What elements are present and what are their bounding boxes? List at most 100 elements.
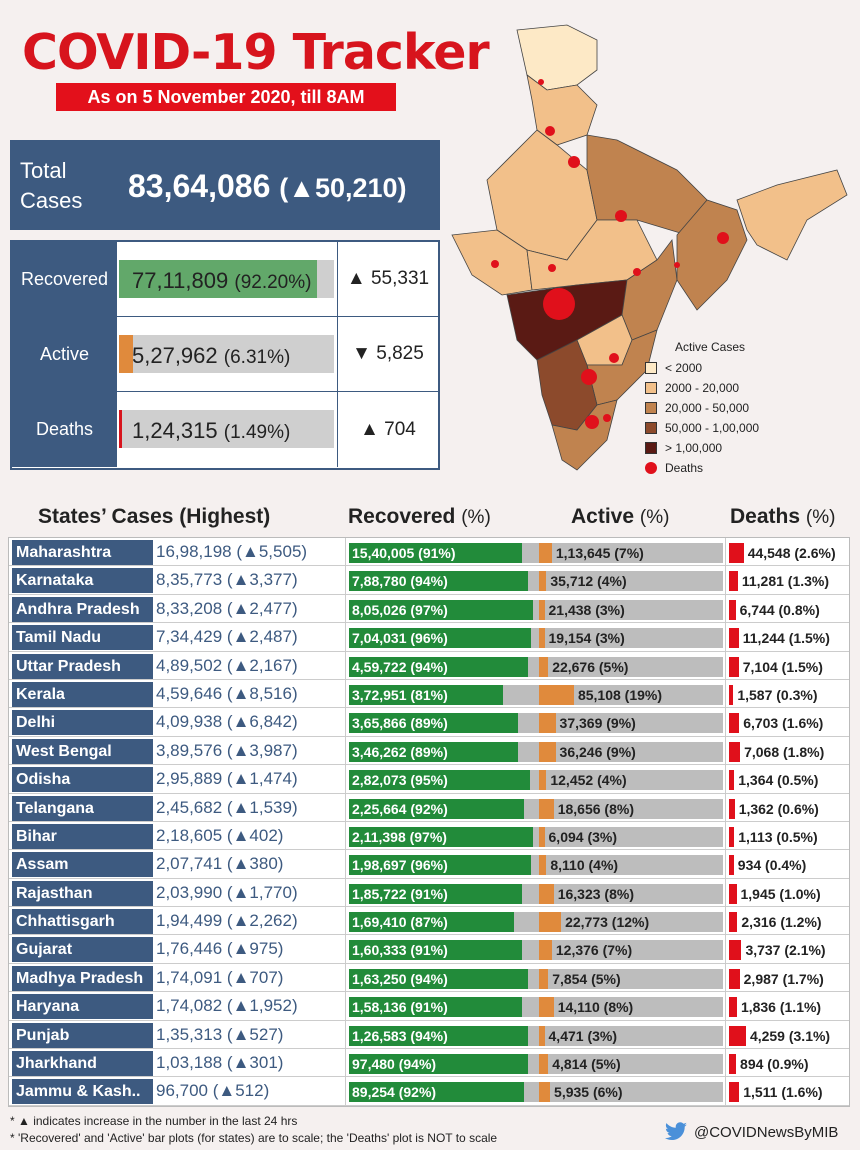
active-bar-fill bbox=[539, 968, 549, 989]
deaths-bar bbox=[729, 968, 740, 989]
column-separator bbox=[725, 651, 726, 679]
recovered-bar-fill bbox=[349, 741, 519, 762]
recovered-label: 2,11,398 (97%) bbox=[352, 828, 447, 845]
table-row: Delhi 4,09,938 (▲6,842) 3,65,866 (89%) 37,3… bbox=[9, 708, 849, 737]
legend-item-label: 20,000 - 50,000 bbox=[665, 401, 750, 415]
recovered-bar-fill bbox=[349, 656, 528, 677]
deaths-label: 1,364 (0.5%) bbox=[738, 772, 819, 789]
deaths-bar bbox=[729, 543, 744, 563]
summary-label: Recovered bbox=[12, 242, 117, 316]
legend-deaths-label: Deaths bbox=[665, 461, 704, 475]
recovered-bar-fill bbox=[349, 684, 503, 705]
active-bar bbox=[539, 713, 723, 734]
active-bar-fill bbox=[539, 713, 556, 734]
recovered-bar bbox=[349, 1082, 539, 1103]
recovered-bar bbox=[349, 713, 539, 734]
state-cases-delta: ▲1,952 bbox=[232, 996, 292, 1016]
state-name: Maharashtra bbox=[12, 540, 153, 565]
column-separator bbox=[725, 765, 726, 793]
header-recovered: Recovered (%) bbox=[348, 505, 491, 529]
active-bar-fill bbox=[539, 543, 552, 563]
state-cases: 2,07,741 (▲380) bbox=[156, 850, 346, 878]
state-name: West Bengal bbox=[12, 738, 153, 764]
active-label: 4,471 (3%) bbox=[548, 1027, 617, 1044]
legend-item-deaths: Deaths bbox=[645, 458, 759, 478]
state-name: Uttar Pradesh bbox=[12, 653, 153, 679]
table-row: Odisha 2,95,889 (▲1,474) 2,82,073 (95%) 12,… bbox=[9, 765, 849, 794]
column-separator bbox=[725, 992, 726, 1020]
recovered-label: 4,59,722 (94%) bbox=[352, 658, 448, 675]
state-name: Jharkhand bbox=[12, 1051, 153, 1077]
recovered-bar bbox=[349, 883, 539, 904]
column-separator bbox=[725, 1077, 726, 1105]
deaths-bar bbox=[729, 1054, 737, 1075]
recovered-label: 1,26,583 (94%) bbox=[352, 1027, 448, 1044]
state-name: Jammu & Kash.. bbox=[12, 1079, 153, 1105]
summary-pct: (92.20%) bbox=[234, 272, 312, 293]
header-active-pct: (%) bbox=[639, 507, 670, 528]
summary-bar bbox=[119, 335, 334, 373]
twitter-handle[interactable]: @COVIDNewsByMIB bbox=[664, 1122, 838, 1142]
recovered-bar-fill bbox=[349, 628, 532, 649]
table-row: Karnataka 8,35,773 (▲3,377) 7,88,780 (94%)… bbox=[9, 566, 849, 595]
state-cases-delta: ▲527 bbox=[232, 1024, 278, 1044]
recovered-bar-fill bbox=[349, 543, 522, 563]
total-cases-value: 83,64,086 (▲50,210) bbox=[128, 168, 407, 205]
recovered-bar-fill bbox=[349, 599, 534, 620]
legend-swatch bbox=[645, 382, 657, 394]
state-cases-value: 4,09,938 bbox=[156, 712, 223, 732]
active-label: 35,712 (4%) bbox=[550, 573, 627, 590]
state-name: Assam bbox=[12, 852, 153, 878]
state-cases: 16,98,198 (▲5,505) bbox=[156, 538, 346, 566]
total-cases-delta: (▲50,210) bbox=[279, 173, 407, 203]
recovered-label: 1,69,410 (87%) bbox=[352, 914, 448, 931]
active-label: 7,854 (5%) bbox=[552, 970, 621, 987]
recovered-bar bbox=[349, 798, 539, 819]
active-bar bbox=[539, 826, 723, 847]
active-bar bbox=[539, 599, 723, 620]
state-cases-delta: ▲975 bbox=[232, 939, 278, 959]
recovered-bar-fill bbox=[349, 571, 528, 592]
deaths-label: 3,737 (2.1%) bbox=[745, 942, 826, 959]
active-label: 12,376 (7%) bbox=[555, 942, 633, 959]
state-cases-delta: ▲3,987 bbox=[232, 740, 292, 760]
header-deaths-label: Deaths bbox=[730, 505, 801, 528]
active-label: 5,935 (6%) bbox=[554, 1084, 623, 1101]
state-cases: 4,09,938 (▲6,842) bbox=[156, 708, 346, 736]
state-cases-delta: ▲2,477 bbox=[232, 598, 292, 618]
state-cases-value: 2,03,990 bbox=[156, 882, 223, 902]
column-separator bbox=[725, 623, 726, 651]
table-row: Assam 2,07,741 (▲380) 1,98,697 (96%) 8,110 … bbox=[9, 850, 849, 879]
legend-item-label: < 2000 bbox=[665, 361, 703, 375]
table-row: Uttar Pradesh 4,89,502 (▲2,167) 4,59,722 (… bbox=[9, 651, 849, 680]
recovered-bar-fill bbox=[349, 770, 530, 791]
deaths-label: 44,548 (2.6%) bbox=[747, 545, 836, 561]
column-separator bbox=[725, 538, 726, 566]
active-bar bbox=[539, 997, 723, 1018]
legend-item-label: 50,000 - 1,00,000 bbox=[665, 421, 760, 435]
recovered-label: 1,98,697 (96%) bbox=[352, 857, 448, 874]
state-cases-value: 7,34,429 bbox=[156, 627, 223, 647]
active-label: 16,323 (8%) bbox=[557, 885, 634, 902]
summary-bar bbox=[119, 260, 334, 298]
recovered-label: 3,72,951 (81%) bbox=[352, 686, 448, 703]
state-name: Rajasthan bbox=[12, 880, 153, 906]
active-label: 22,676 (5%) bbox=[552, 658, 629, 675]
state-cases-value: 1,74,082 bbox=[156, 996, 223, 1016]
table-row: Punjab 1,35,313 (▲527) 1,26,583 (94%) 4,471… bbox=[9, 1020, 849, 1050]
recovered-bar bbox=[349, 1025, 539, 1046]
recovered-bar-fill bbox=[349, 798, 524, 819]
state-name: Madhya Pradesh bbox=[12, 965, 153, 991]
summary-label: Active bbox=[12, 317, 117, 391]
page-title: COVID-19 Tracker bbox=[22, 24, 490, 81]
active-label: 22,773 (12%) bbox=[565, 914, 650, 931]
active-bar-fill bbox=[539, 770, 547, 791]
active-bar bbox=[539, 1082, 723, 1103]
state-cases: 4,89,502 (▲2,167) bbox=[156, 651, 346, 679]
summary-pct: (1.49%) bbox=[223, 422, 291, 443]
state-cases-delta: ▲1,539 bbox=[232, 797, 292, 817]
column-separator bbox=[725, 935, 726, 963]
active-bar-fill bbox=[539, 628, 545, 649]
state-cases-value: 2,95,889 bbox=[156, 769, 223, 789]
active-bar bbox=[539, 1054, 723, 1075]
